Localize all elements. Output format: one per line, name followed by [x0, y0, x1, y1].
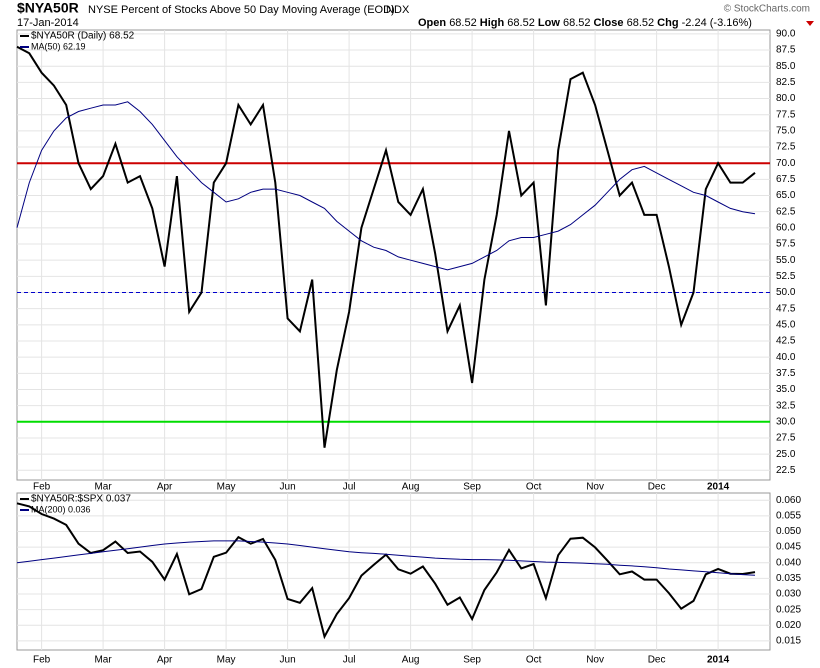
y-tick-label: 57.5 — [776, 239, 796, 250]
y-tick-label: 27.5 — [776, 433, 796, 444]
y-tick-label: 47.5 — [776, 303, 796, 314]
x-tick-label: Nov — [586, 655, 604, 666]
chart-title: NYSE Percent of Stocks Above 50 Day Movi… — [88, 4, 395, 16]
symbol: $NYA50R — [17, 0, 79, 16]
y-tick-label: 32.5 — [776, 400, 796, 411]
y-tick-label: 0.015 — [776, 636, 801, 647]
down-arrow — [806, 21, 814, 26]
x-tick-label: Aug — [402, 482, 420, 493]
brand: © StockCharts.com — [724, 4, 810, 15]
y-tick-label: 0.060 — [776, 495, 801, 506]
x-tick-label: Jun — [280, 655, 296, 666]
legend-label: MA(200) 0.036 — [31, 504, 91, 514]
y-tick-label: 0.030 — [776, 589, 801, 600]
y-tick-label: 67.5 — [776, 174, 796, 185]
series-line — [16, 540, 756, 576]
y-tick-label: 77.5 — [776, 109, 796, 120]
plot-area — [16, 492, 771, 651]
y-tick-label: 50.0 — [776, 287, 796, 298]
x-tick-label: Sep — [463, 482, 481, 493]
y-tick-label: 52.5 — [776, 271, 796, 282]
y-tick-label: 0.035 — [776, 573, 801, 584]
exchange: INDX — [383, 4, 410, 16]
y-tick-label: 0.020 — [776, 620, 801, 631]
x-tick-label: Oct — [526, 482, 542, 493]
x-tick-label: Jul — [343, 482, 356, 493]
quote-part: High — [480, 17, 505, 29]
y-tick-label: 0.050 — [776, 526, 801, 537]
y-tick-label: 0.025 — [776, 604, 801, 615]
y-tick-label: 0.045 — [776, 542, 801, 553]
quote-part: Low — [538, 17, 560, 29]
y-tick-label: 60.0 — [776, 222, 796, 233]
x-tick-label: Feb — [33, 655, 51, 666]
y-tick-label: 45.0 — [776, 319, 796, 330]
y-tick-label: 70.0 — [776, 158, 796, 169]
series-line — [16, 101, 756, 271]
y-tick-label: 82.5 — [776, 77, 796, 88]
x-tick-label: Nov — [586, 482, 604, 493]
x-tick-label: Jun — [280, 482, 296, 493]
y-tick-label: 30.0 — [776, 416, 796, 427]
quote-part: 68.52 — [563, 17, 591, 29]
legend-label: $NYA50R (Daily) 68.52 — [31, 31, 135, 42]
y-tick-label: 25.0 — [776, 449, 796, 460]
y-tick-label: 62.5 — [776, 206, 796, 217]
x-tick-label: May — [217, 482, 236, 493]
series-line — [16, 45, 756, 448]
quote-line: Open 68.52 High 68.52 Low 68.52 Close 68… — [418, 17, 752, 29]
y-tick-label: 35.0 — [776, 384, 796, 395]
x-tick-label: Oct — [526, 655, 542, 666]
x-tick-label: 2014 — [707, 655, 730, 666]
date: 17-Jan-2014 — [17, 17, 79, 29]
quote-part: Chg — [657, 17, 678, 29]
y-tick-label: 87.5 — [776, 45, 796, 56]
y-tick-label: 22.5 — [776, 465, 796, 476]
legend-label: $NYA50R:$SPX 0.037 — [31, 494, 131, 505]
plot-area — [16, 29, 771, 481]
y-tick-label: 37.5 — [776, 368, 796, 379]
quote-part: Close — [594, 17, 624, 29]
x-tick-label: Sep — [463, 655, 481, 666]
x-tick-label: May — [217, 655, 236, 666]
y-tick-label: 90.0 — [776, 29, 796, 40]
x-tick-label: Aug — [402, 655, 420, 666]
legend-label: MA(50) 62.19 — [31, 41, 86, 51]
x-tick-label: Mar — [94, 655, 112, 666]
y-tick-label: 85.0 — [776, 61, 796, 72]
y-tick-label: 42.5 — [776, 336, 796, 347]
y-tick-label: 65.0 — [776, 190, 796, 201]
y-tick-label: 0.055 — [776, 510, 801, 521]
quote-part: -2.24 (-3.16%) — [682, 17, 752, 29]
y-tick-label: 40.0 — [776, 352, 796, 363]
y-tick-label: 80.0 — [776, 93, 796, 104]
x-tick-label: Apr — [157, 482, 173, 493]
x-tick-label: Mar — [94, 482, 112, 493]
x-tick-label: Jul — [343, 655, 356, 666]
y-tick-label: 75.0 — [776, 126, 796, 137]
quote-part: 68.52 — [507, 17, 535, 29]
x-tick-label: Dec — [648, 482, 666, 493]
x-tick-label: Feb — [33, 482, 51, 493]
y-tick-label: 0.040 — [776, 557, 801, 568]
quote-part: Open — [418, 17, 446, 29]
x-tick-label: Apr — [157, 655, 173, 666]
y-tick-label: 72.5 — [776, 142, 796, 153]
x-tick-label: 2014 — [707, 482, 730, 493]
quote-part: 68.52 — [449, 17, 477, 29]
y-tick-label: 55.0 — [776, 255, 796, 266]
x-tick-label: Dec — [648, 655, 666, 666]
quote-part: 68.52 — [627, 17, 655, 29]
